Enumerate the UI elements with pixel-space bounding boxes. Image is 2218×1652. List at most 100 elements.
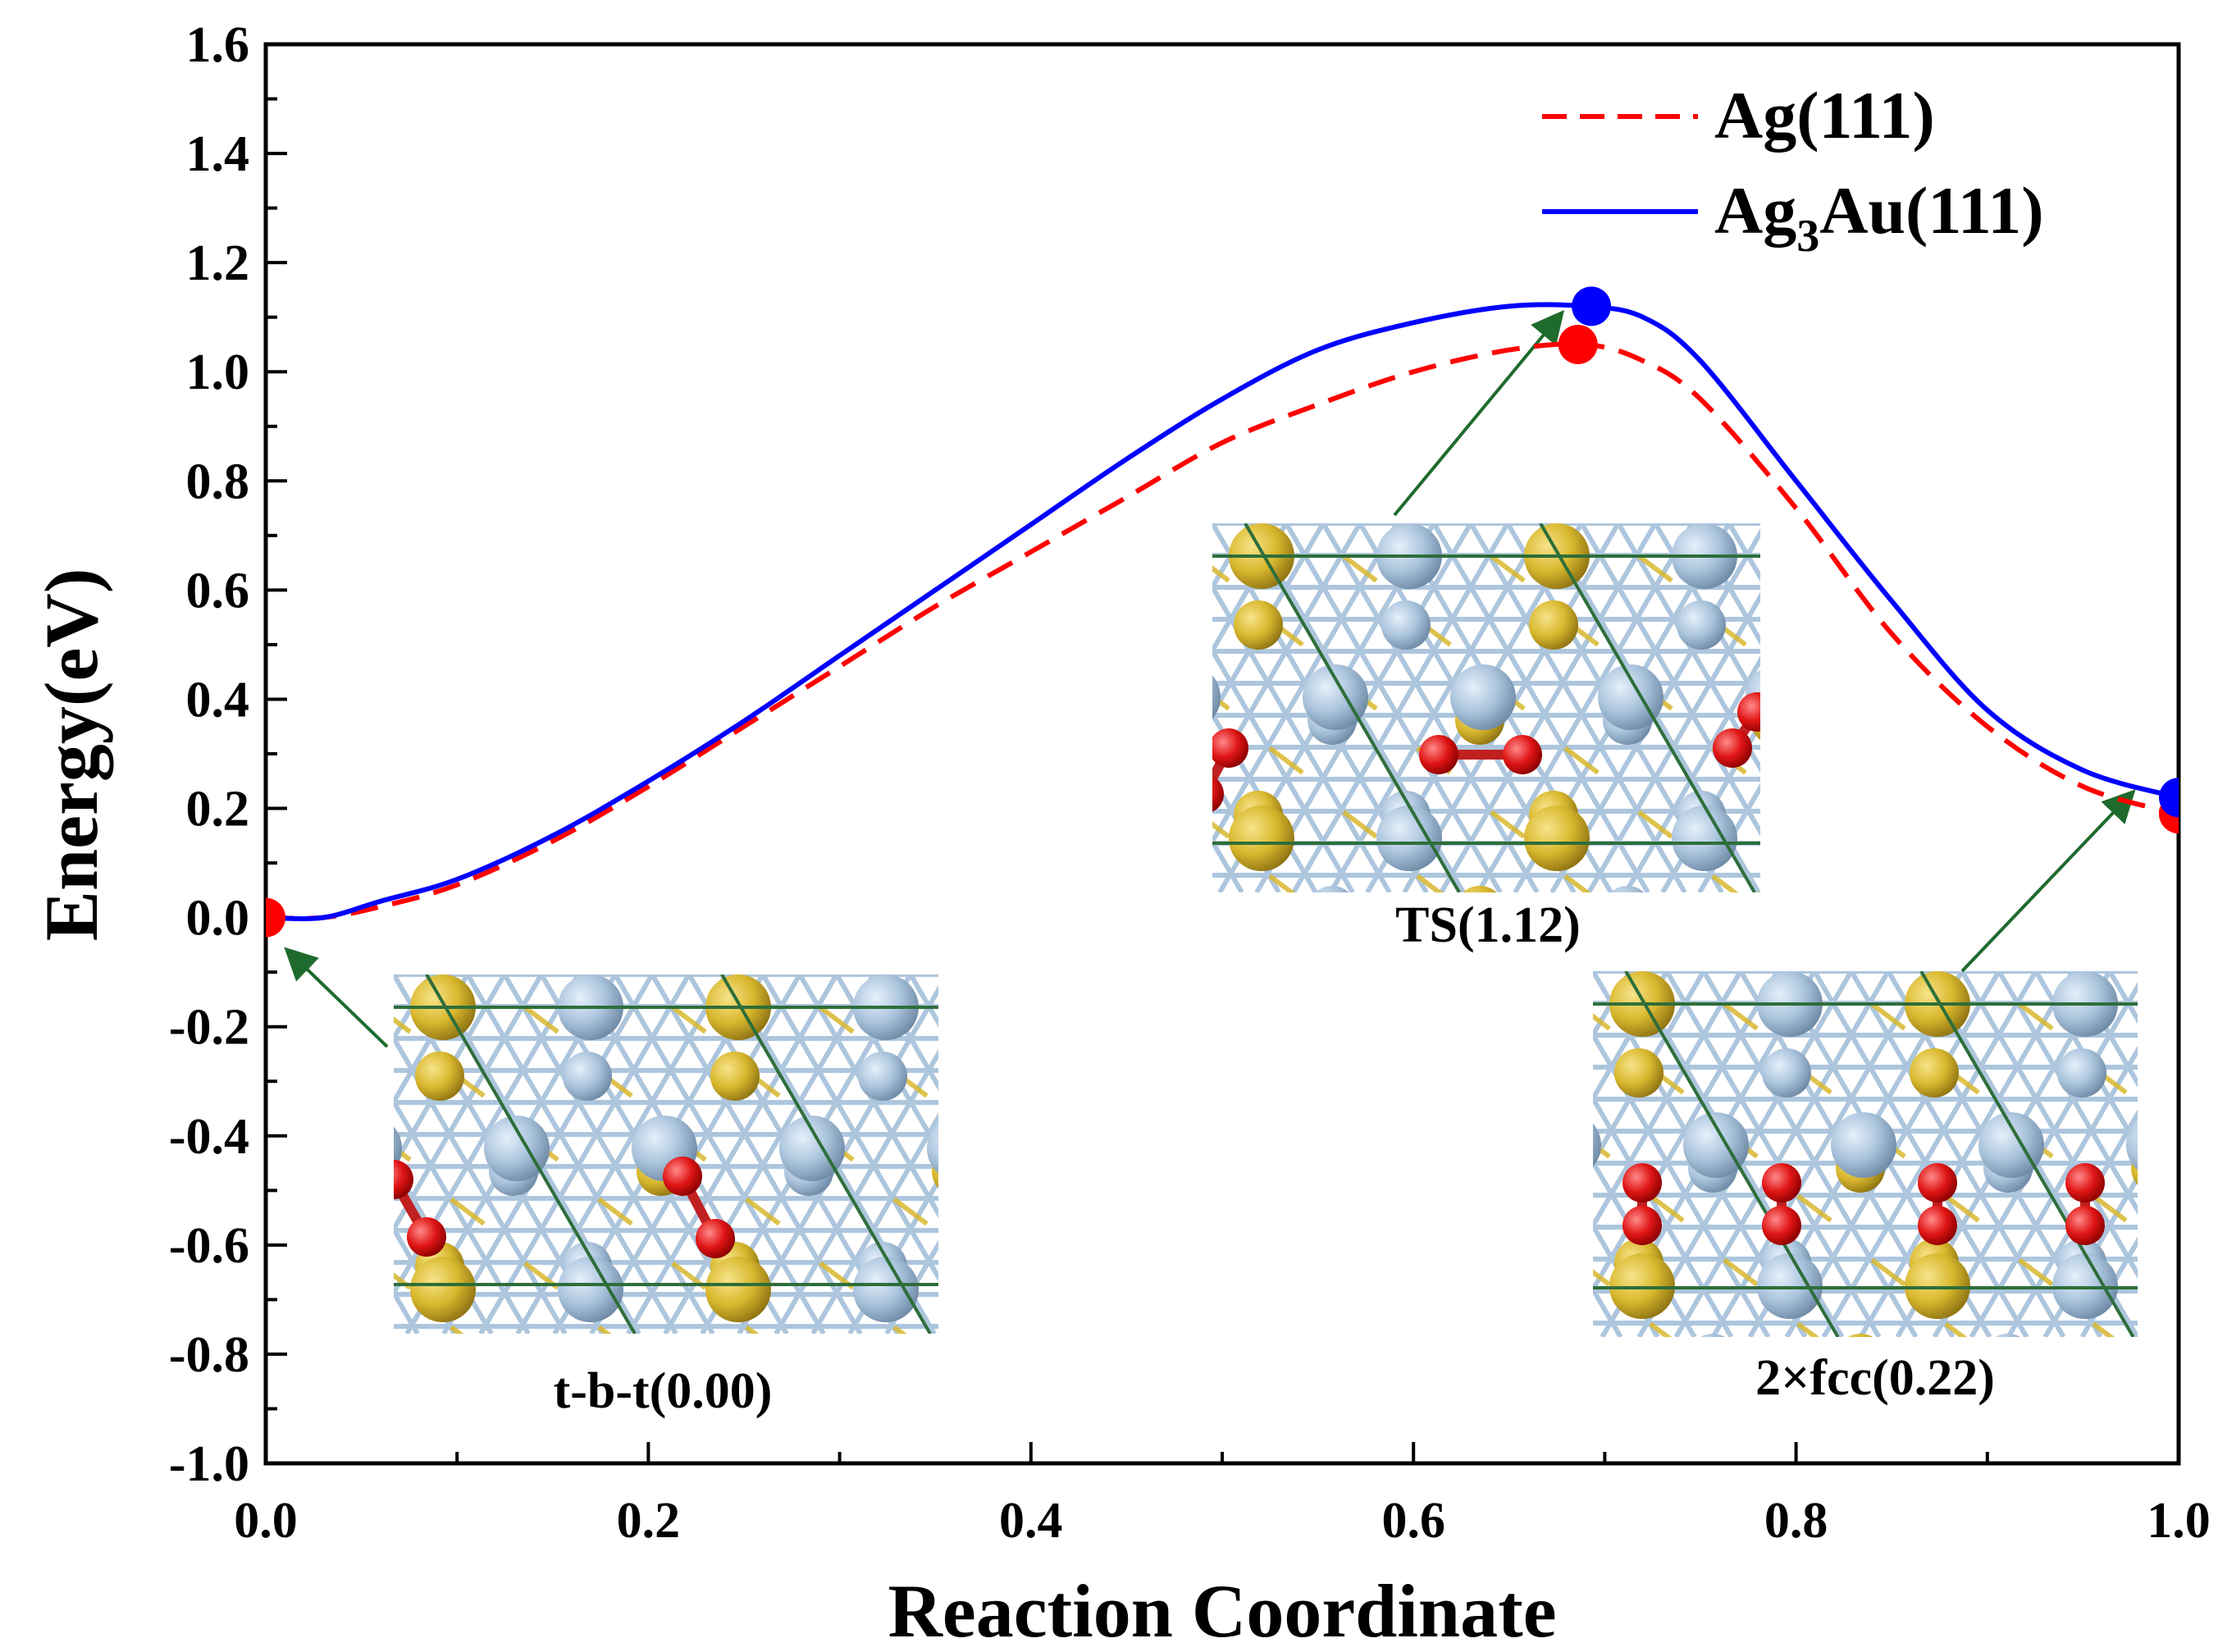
bond-d2: [1821, 971, 2038, 1337]
y-tick-label: -1.0: [169, 1436, 249, 1492]
accent-bond: [1944, 1321, 1968, 1337]
bond-d2: [1122, 971, 1335, 1337]
ag-atom-small: [2057, 1048, 2106, 1098]
y-tick-label: 0.2: [186, 782, 250, 837]
accent-bond: [1860, 876, 1893, 901]
cell-line-diag-1: [425, 974, 637, 1334]
ag-atom-small: [1079, 1337, 1129, 1386]
accent-bond: [1787, 684, 1819, 709]
au-atom-small: [1910, 1048, 1959, 1098]
au-atom-small: [1006, 1242, 1055, 1291]
bond-d2: [1344, 971, 1556, 1337]
y-tick-label: 0.8: [186, 454, 250, 509]
au-atom: [410, 1257, 476, 1322]
au-atom-small: [2131, 1151, 2138, 1185]
ag-atom: [558, 1257, 623, 1322]
ag-atom: [1462, 1253, 1527, 1319]
au-atom-small: [1006, 1052, 1055, 1101]
series-marker-ag3au111-0: [1572, 286, 1612, 326]
bond-d2: [1233, 971, 1445, 1337]
y-tick-label: 1.2: [186, 235, 250, 291]
accent-bond: [1196, 940, 1229, 965]
bond-d1: [2184, 971, 2218, 1337]
ag-atom: [1683, 1112, 1749, 1178]
ag-atom: [1075, 1116, 1140, 1181]
au-atom-small: [710, 1052, 760, 1101]
ag-atom: [2126, 1120, 2138, 1171]
au-atom-small: [2205, 1239, 2218, 1288]
legend-label-ag3au-sub: 3: [1796, 211, 1819, 262]
au-atom: [1524, 805, 1590, 871]
accent-bond: [1042, 1327, 1075, 1352]
bond-d2: [974, 971, 1187, 1337]
bond-d1: [1593, 1284, 1623, 1337]
bond-d2: [851, 523, 1065, 892]
accent-bond: [1490, 810, 1526, 839]
au-atom: [1001, 1257, 1066, 1322]
bond-d2: [1307, 971, 1519, 1337]
bond-d2: [626, 974, 839, 1334]
accent-bond: [1723, 1257, 1759, 1287]
ag-atom-small: [1898, 696, 1947, 745]
accent-bond: [1870, 1257, 1906, 1287]
au-atom-small: [1529, 600, 1578, 650]
accent-bond: [1042, 1071, 1075, 1096]
accent-bond: [1723, 1002, 1759, 1031]
annotation-arrow-ts: [1393, 309, 1565, 517]
legend-label-ag111: Ag(111): [1714, 78, 1935, 153]
bond-d2: [478, 974, 691, 1334]
cell-line-diag-1: [1624, 971, 1840, 1337]
legend-label-ag3au111: Ag3Au(111): [1714, 173, 2044, 262]
accent-bond: [2018, 1002, 2054, 1031]
accent-bond: [1416, 874, 1444, 892]
ag-atom-small: [489, 1337, 538, 1386]
bond-d2: [938, 971, 1150, 1337]
ag-atom: [853, 1257, 919, 1322]
bond-d1: [1298, 971, 1510, 1337]
ag-atom-small: [1677, 600, 1726, 650]
accent-bond: [1649, 1193, 1685, 1223]
au-atom-small: [1463, 886, 1497, 892]
ag-atom-small: [267, 1052, 317, 1101]
bond-d1: [954, 523, 1168, 892]
x-tick-label: 0.2: [617, 1493, 681, 1549]
accent-bond: [745, 1197, 781, 1226]
au-atom-small: [932, 1154, 938, 1189]
au-atom-small: [1160, 886, 1209, 935]
bond-d1: [1095, 974, 1303, 1334]
au-atom-small: [1234, 600, 1283, 650]
inset-structure-ts: [851, 523, 1947, 965]
ag-atom: [1303, 664, 1368, 730]
ag-atom-small: [784, 1337, 833, 1386]
ag-atom-small: [1467, 1048, 1516, 1098]
o-atom: [1419, 735, 1458, 774]
au-atom-small: [1614, 1048, 1664, 1098]
bond-d1: [1058, 974, 1266, 1334]
bond-d2: [394, 974, 544, 1234]
accent-bond: [1944, 1193, 1980, 1223]
series-marker-ag111-0: [266, 897, 285, 938]
y-tick-label: 0.4: [186, 672, 250, 728]
accent-bond: [1563, 874, 1591, 892]
y-tick-label: -0.6: [169, 1218, 249, 1274]
bond-d2: [1593, 971, 1632, 1040]
au-atom: [1001, 974, 1066, 1040]
ag-atom: [1081, 805, 1147, 871]
accent-bond: [1342, 810, 1378, 839]
ag-atom-small: [563, 1052, 612, 1101]
unit-cell-lines: [1212, 523, 1760, 892]
inset-structure-2xfcc: [938, 971, 2218, 1337]
bond-d1: [394, 1097, 531, 1334]
y-tick-label: 1.6: [186, 17, 250, 73]
series-layer: [266, 286, 2179, 938]
accent-bond: [450, 1325, 464, 1334]
accent-bond: [1212, 693, 1230, 711]
y-tick-label: 0.0: [186, 891, 250, 947]
bond-d2: [810, 1112, 938, 1334]
bond-d1: [1261, 971, 1473, 1337]
bond-d1: [2147, 971, 2218, 1337]
bond-d1: [984, 974, 1193, 1334]
inset-label-ts: TS(1.12): [1395, 897, 1581, 953]
bond-d2: [515, 974, 728, 1334]
ag-atom-small: [1086, 791, 1135, 840]
